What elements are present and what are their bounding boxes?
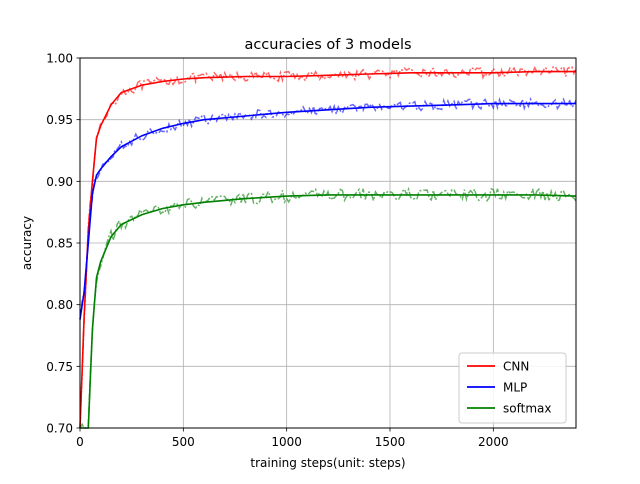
series-line-cnn bbox=[79, 70, 576, 429]
series-lines bbox=[79, 65, 577, 429]
legend-box bbox=[458, 352, 567, 424]
series-line-softmax bbox=[80, 194, 577, 429]
y-axis-label: accuracy bbox=[20, 216, 34, 270]
y-tick-label: 0.70 bbox=[46, 422, 73, 436]
x-tick-label: 0 bbox=[76, 435, 84, 449]
legend-label-mlp: MLP bbox=[503, 381, 527, 395]
y-tick-label: 1.00 bbox=[46, 52, 73, 66]
grid-lines bbox=[79, 57, 576, 429]
legend-label-softmax: softmax bbox=[503, 402, 551, 416]
x-axis-label: training steps(unit: steps) bbox=[250, 456, 405, 470]
y-tick-label: 0.80 bbox=[46, 298, 73, 312]
legend-label-cnn: CNN bbox=[503, 360, 529, 374]
y-tick-label: 0.85 bbox=[46, 237, 73, 251]
x-tick-label: 1500 bbox=[375, 435, 406, 449]
axis-ticks: 0 500 1000 1500 2000 0.70 0.75 0.80 0.85 0.90 0.95… bbox=[46, 52, 508, 450]
series-line-mlp bbox=[79, 102, 576, 320]
y-tick-label: 0.90 bbox=[46, 175, 73, 189]
series-raw-cnn bbox=[79, 65, 577, 429]
y-tick-label: 0.75 bbox=[46, 360, 73, 374]
legend: CNN MLP softmax bbox=[458, 352, 567, 424]
x-tick-label: 2000 bbox=[478, 435, 509, 449]
x-tick-label: 1000 bbox=[271, 435, 302, 449]
y-tick-label: 0.95 bbox=[46, 113, 73, 127]
x-tick-label: 500 bbox=[172, 435, 195, 449]
series-raw-softmax bbox=[79, 186, 577, 429]
chart-title: accuracies of 3 models bbox=[244, 37, 411, 53]
